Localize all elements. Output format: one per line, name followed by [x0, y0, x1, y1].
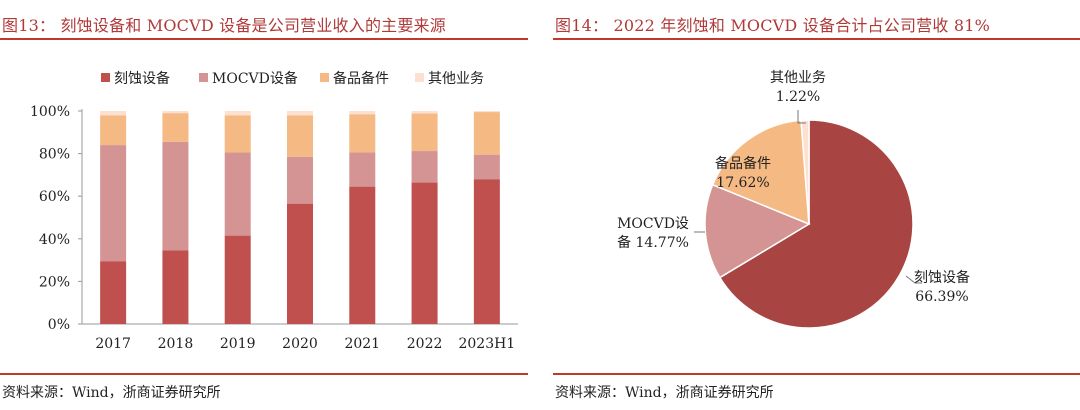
pie-slice	[718, 119, 914, 329]
x-tick-label: 2019	[220, 336, 256, 352]
bar-segment	[349, 186, 376, 324]
bar-segment	[224, 115, 251, 153]
pie-leader-line	[905, 275, 922, 284]
pie-figure-source: 资料来源：Wind，浙商证券研究所	[555, 385, 774, 401]
bar-segment	[224, 111, 251, 116]
bar-segment	[287, 111, 313, 116]
y-tick-label: 80%	[39, 147, 70, 163]
pie-figure-title: 图14： 2022 年刻蚀和 MOCVD 设备合计占公司营收 81%	[555, 16, 990, 35]
bar-segment	[287, 156, 313, 204]
legend-label: 备品备件	[333, 70, 389, 87]
y-tick-label: 60%	[39, 189, 70, 205]
pie-figure-top-rule	[553, 38, 1080, 40]
legend-label: MOCVD设备	[212, 70, 298, 87]
bar-segment	[100, 111, 127, 116]
bar-segment	[224, 235, 251, 324]
bar-segment	[349, 152, 376, 187]
bar-segment	[162, 111, 189, 114]
bar-segment	[473, 111, 500, 113]
pie-figure-bottom-rule	[553, 373, 1080, 375]
pie-label: 17.62%	[716, 175, 769, 191]
pie-slice	[711, 119, 810, 226]
x-tick-label: 2022	[407, 336, 443, 352]
bar-segment	[162, 250, 189, 324]
bar-figure-source: 资料来源：Wind，浙商证券研究所	[2, 385, 221, 401]
pie-label: 66.39%	[915, 289, 968, 305]
pie-label: 备 14.77%	[617, 234, 689, 251]
y-tick-label: 40%	[39, 232, 70, 248]
y-tick-label: 0%	[48, 317, 70, 333]
stacked-bar-chart: 0% 20% 40% 60% 80% 100% 2017 2018 2019 2020 2021 20…	[30, 70, 518, 352]
legend-label: 其他业务	[428, 71, 484, 87]
pie-chart: 刻蚀设备 66.39% MOCVD设备 14.77% 备品备件 17.62% 其他业务 1.…	[617, 70, 970, 329]
bar-figure-bottom-rule	[0, 373, 528, 375]
y-tick-label: 20%	[39, 274, 70, 290]
legend-swatch	[320, 73, 329, 82]
bar-segment	[224, 152, 251, 236]
x-tick-label: 2018	[158, 336, 194, 352]
pie-leader-line	[797, 110, 806, 124]
bar-segment	[100, 115, 127, 146]
pie-label: 其他业务	[770, 70, 826, 86]
bar-segment	[162, 141, 189, 251]
y-tick-label: 100%	[30, 104, 70, 120]
legend-swatch	[101, 73, 110, 82]
legend-swatch	[415, 73, 424, 82]
pie-label: 备品备件	[715, 155, 771, 172]
bar-segment	[349, 111, 376, 115]
x-tick-label: 2023H1	[458, 336, 515, 352]
pie-slice	[800, 119, 810, 225]
bar-segment	[411, 113, 438, 152]
pie-label: MOCVD设	[617, 216, 689, 232]
x-tick-label: 2021	[344, 336, 380, 352]
bar-segment	[473, 154, 500, 180]
bar-segment	[411, 151, 438, 183]
bar-segment	[411, 182, 438, 324]
x-tick-label: 2017	[95, 336, 131, 352]
x-tick-label: 2020	[282, 336, 318, 352]
pie-label: 刻蚀设备	[914, 269, 970, 286]
bar-figure-top-rule	[0, 38, 528, 40]
bar-segment	[100, 261, 127, 324]
pie-figure-panel: 图14： 2022 年刻蚀和 MOCVD 设备合计占公司营收 81% 刻蚀设备 6…	[553, 0, 1080, 410]
bar-figure-panel: 图13： 刻蚀设备和 MOCVD 设备是公司营业收入的主要来源 0% 20% 40%…	[0, 0, 528, 410]
bar-segment	[473, 179, 500, 324]
legend-label: 刻蚀设备	[114, 70, 170, 87]
pie-slice	[704, 183, 811, 279]
bar-segment	[411, 111, 438, 114]
bar-segment	[287, 203, 313, 324]
bar-segment	[287, 115, 313, 157]
legend-swatch	[199, 73, 208, 82]
bar-segment	[473, 112, 500, 155]
bar-figure-title: 图13： 刻蚀设备和 MOCVD 设备是公司营业收入的主要来源	[2, 16, 446, 35]
bar-segment	[100, 145, 127, 262]
pie-label: 1.22%	[776, 89, 820, 105]
bar-segment	[162, 113, 189, 142]
bar-segment	[349, 114, 376, 153]
